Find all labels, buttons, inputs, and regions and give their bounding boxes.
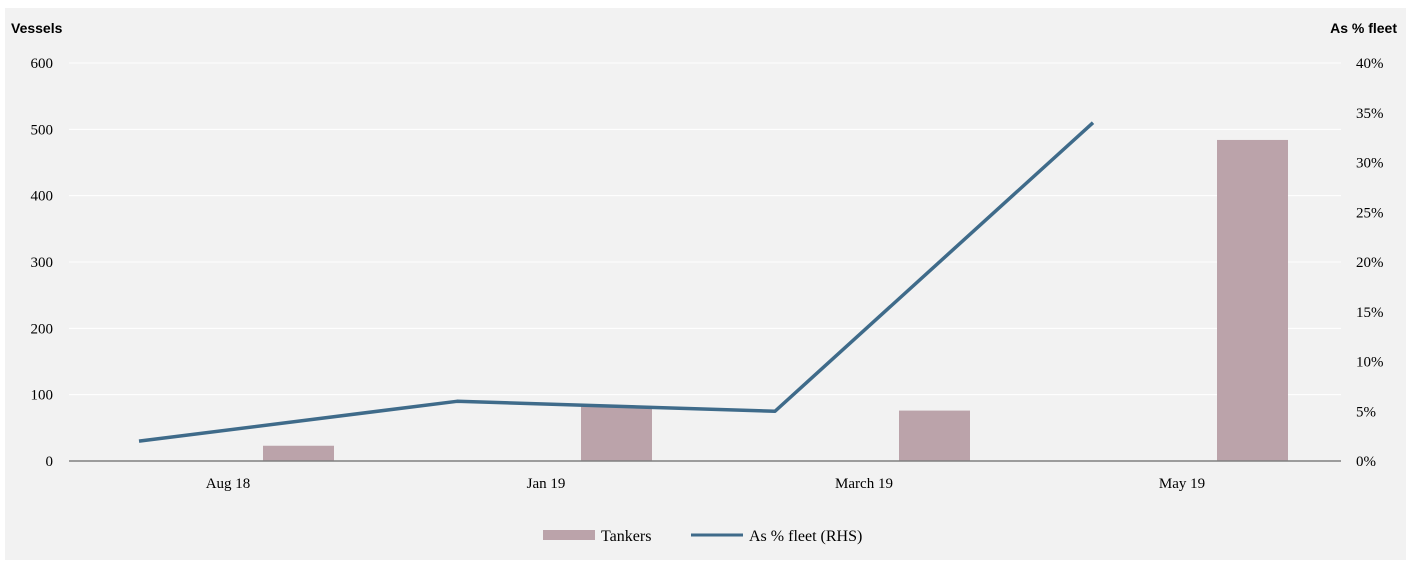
x-tick-label: March 19 [835, 476, 893, 492]
x-tick-label: Aug 18 [206, 476, 251, 492]
legend-label-fleet-pct: As % fleet (RHS) [749, 528, 862, 545]
bar-tankers [263, 445, 334, 461]
legend: Tankers As % fleet (RHS) [543, 528, 862, 545]
y2-tick-label: 0% [1356, 454, 1376, 470]
chart-frame [5, 8, 1406, 560]
bar-tankers [899, 410, 970, 461]
bar-tankers [1217, 139, 1288, 462]
y-tick-label: 400 [31, 189, 54, 205]
y2-tick-label: 30% [1356, 156, 1384, 172]
y-axis-title: Vessels [11, 20, 63, 36]
legend-swatch-tankers [543, 530, 595, 540]
y2-tick-label: 25% [1356, 205, 1384, 221]
x-tick-label: May 19 [1159, 476, 1205, 492]
gridlines [69, 62, 1341, 396]
x-tick-label: Jan 19 [527, 476, 566, 492]
y-axis-ticks: 0 100 200 300 400 500 600 [31, 56, 54, 470]
y2-tick-label: 5% [1356, 404, 1376, 420]
line-fleet-pct [138, 121, 1095, 443]
y-tick-label: 0 [46, 454, 54, 470]
y-tick-label: 200 [31, 321, 54, 337]
y-tick-label: 100 [31, 388, 54, 404]
y-tick-label: 500 [31, 122, 54, 138]
line-series [138, 121, 1095, 443]
bar-series [263, 139, 1288, 462]
y2-tick-label: 20% [1356, 255, 1384, 271]
y-tick-label: 300 [31, 255, 54, 271]
y2-tick-label: 15% [1356, 305, 1384, 321]
legend-label-tankers: Tankers [601, 528, 651, 545]
y2-tick-label: 40% [1356, 56, 1384, 72]
y-tick-label: 600 [31, 56, 54, 72]
bar-tankers [581, 405, 652, 461]
y2-axis-ticks: 0% 5% 10% 15% 20% 25% 30% 35% 40% [1356, 56, 1384, 470]
y2-tick-label: 10% [1356, 355, 1384, 371]
y2-axis-title: As % fleet [1330, 20, 1397, 36]
y2-tick-label: 35% [1356, 106, 1384, 122]
x-axis-ticks: Aug 18 Jan 19 March 19 May 19 [206, 476, 1205, 492]
